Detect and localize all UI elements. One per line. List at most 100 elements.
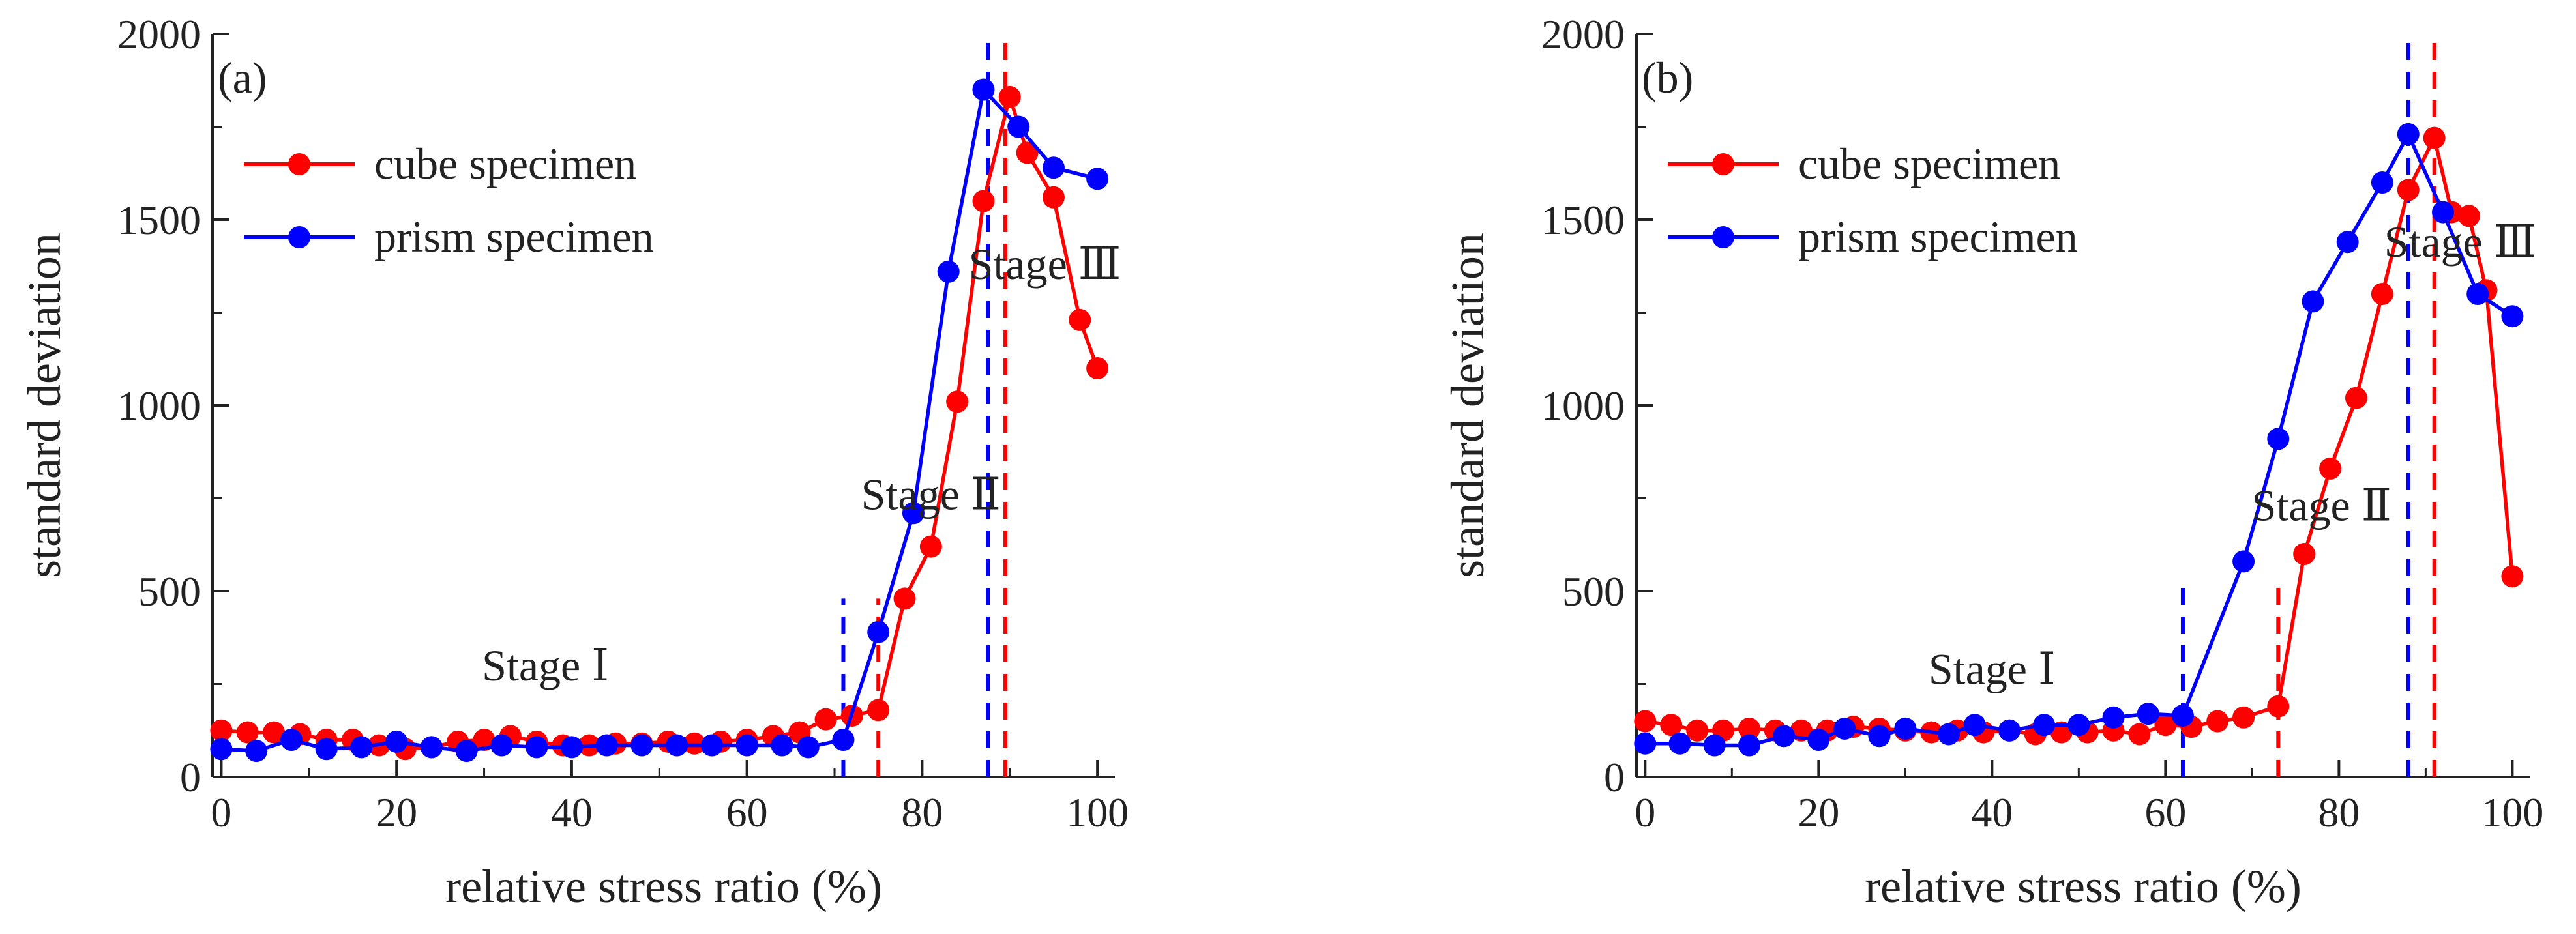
- prism-data-point: [1634, 732, 1657, 755]
- chart-panel-a: 0 500 1000 1500 2000 0 20 40 60 80 100 relative str…: [18, 11, 1129, 912]
- y-tick-label: 1000: [117, 383, 201, 429]
- y-tick-label: 1000: [1541, 383, 1625, 429]
- cube-data-point: [210, 719, 233, 742]
- x-axis-label: relative stress ratio (%): [445, 860, 882, 912]
- prism-data-point: [350, 736, 373, 759]
- prism-data-point: [2033, 714, 2056, 737]
- stage-annotation: Stage Ⅱ: [2252, 481, 2391, 531]
- cube-data-point: [2206, 710, 2229, 733]
- prism-data-point: [1738, 734, 1760, 757]
- cube-data-point: [2050, 721, 2073, 744]
- prism-data-point: [280, 729, 303, 751]
- legend-label: prism specimen: [374, 212, 654, 261]
- x-axis-label: relative stress ratio (%): [1865, 860, 2302, 912]
- prism-data-point: [2102, 706, 2125, 729]
- stage-annotation: Stage Ⅲ: [969, 239, 1121, 289]
- prism-data-point: [1668, 732, 1691, 755]
- prism-data-point: [245, 740, 268, 763]
- cube-data-point: [893, 587, 916, 610]
- x-tick-label: 0: [1635, 789, 1655, 836]
- y-tick-label: 500: [1562, 568, 1625, 615]
- cube-data-point: [972, 190, 995, 212]
- cube-series-line: [1644, 132, 2515, 737]
- prism-data-point: [2336, 231, 2359, 254]
- prism-data-point: [902, 502, 925, 525]
- prism-data-point: [1868, 725, 1891, 748]
- x-tick-label: 40: [1971, 789, 2013, 836]
- legend-marker: [1712, 153, 1734, 175]
- prism-data-point: [2232, 550, 2255, 573]
- legend-marker: [288, 153, 310, 175]
- stage-annotation: Stage Ⅰ: [482, 641, 609, 690]
- cube-data-point: [473, 729, 496, 751]
- prism-data-point: [972, 78, 995, 101]
- y-tick-label: 1500: [1541, 197, 1625, 243]
- legend-label: prism specimen: [1798, 212, 2078, 261]
- y-tick-label: 0: [180, 754, 201, 800]
- cube-data-point: [2371, 283, 2393, 305]
- x-tick-label: 100: [1066, 789, 1129, 836]
- cube-series-line: [221, 90, 1099, 752]
- legend-label: cube specimen: [374, 139, 636, 188]
- stage-annotation: Stage Ⅱ: [861, 470, 1001, 519]
- prism-data-point: [937, 260, 960, 283]
- y-tick-label: 2000: [1541, 11, 1625, 57]
- prism-data-point: [666, 734, 688, 757]
- cube-data-point: [2154, 714, 2177, 737]
- stage-annotation: Stage Ⅰ: [1929, 645, 2056, 694]
- cube-data-point: [2293, 543, 2316, 565]
- y-axis-label: standard deviation: [18, 233, 70, 578]
- prism-data-point: [771, 734, 793, 757]
- cube-data-point: [946, 390, 969, 413]
- cube-data-point: [2345, 387, 2367, 409]
- cube-data-point: [2423, 126, 2446, 149]
- prism-data-point: [2371, 171, 2393, 194]
- prism-data-point: [2137, 703, 2159, 725]
- prism-data-point: [797, 736, 820, 759]
- x-tick-label: 20: [1798, 789, 1839, 836]
- prism-data-point: [2501, 305, 2524, 328]
- cube-data-point: [2397, 179, 2420, 201]
- cube-data-point: [263, 721, 286, 744]
- cube-data-point: [2128, 723, 2151, 746]
- cube-data-point: [2457, 205, 2480, 227]
- prism-data-point: [1807, 729, 1830, 751]
- y-tick-label: 2000: [117, 11, 201, 57]
- prism-data-point: [1042, 156, 1065, 179]
- prism-data-point: [1773, 725, 1796, 748]
- prism-data-point: [735, 734, 758, 757]
- x-tick-label: 20: [376, 789, 417, 836]
- prism-data-point: [455, 740, 478, 763]
- prism-data-point: [2067, 714, 2090, 737]
- prism-data-point: [630, 734, 653, 757]
- prism-series-line: [221, 85, 1098, 753]
- chart-panel-b: 0 500 1000 1500 2000 0 20 40 60 80 100 relative str…: [1442, 11, 2543, 912]
- prism-data-point: [1937, 723, 1960, 746]
- cube-data-point: [2232, 706, 2255, 729]
- prism-data-point: [700, 734, 723, 757]
- cube-data-point: [867, 699, 890, 722]
- x-tick-label: 40: [551, 789, 593, 836]
- cube-data-point: [236, 721, 259, 744]
- legend-label: cube specimen: [1798, 139, 2060, 188]
- cube-data-point: [2267, 695, 2290, 718]
- prism-data-point: [526, 736, 548, 759]
- panel-label: (b): [1642, 53, 1693, 102]
- prism-data-point: [2302, 290, 2324, 313]
- prism-data-point: [1894, 717, 1917, 740]
- prism-data-point: [595, 734, 618, 757]
- prism-data-point: [1086, 168, 1109, 190]
- cube-data-point: [1086, 357, 1109, 379]
- cube-data-point: [1738, 717, 1760, 740]
- prism-data-point: [560, 736, 583, 759]
- cube-data-point: [2501, 565, 2524, 588]
- legend-marker: [1712, 226, 1734, 248]
- x-tick-label: 100: [2481, 789, 2543, 836]
- x-tick-label: 60: [726, 789, 768, 836]
- prism-data-point: [2171, 704, 2194, 727]
- prism-data-point: [2397, 123, 2420, 145]
- x-tick-label: 60: [2144, 789, 2186, 836]
- cube-data-point: [919, 535, 942, 558]
- prism-data-point: [490, 734, 513, 757]
